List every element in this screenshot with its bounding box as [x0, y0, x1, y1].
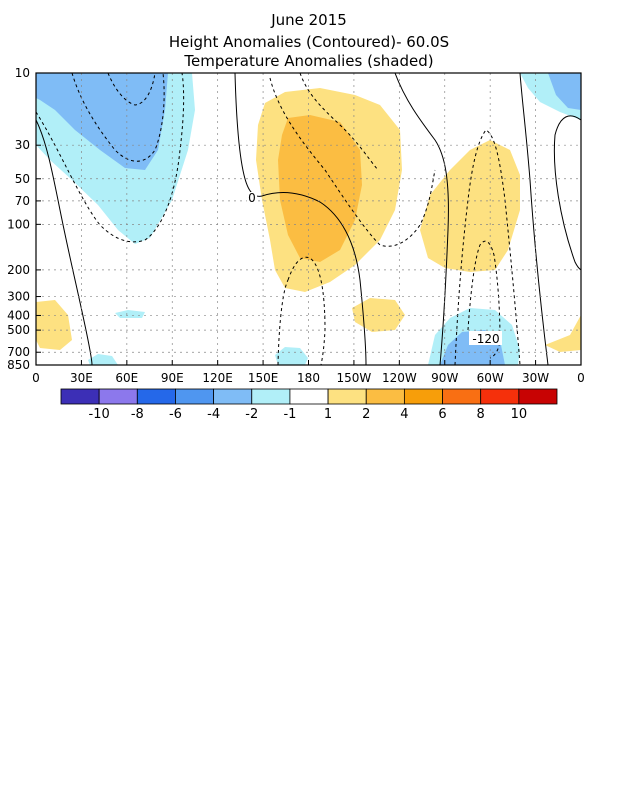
contour-neg-lower-left	[277, 279, 289, 365]
x-tick-label: 150E	[248, 371, 279, 385]
temp-region-cold-small-3	[88, 354, 118, 365]
temp-region-cold-small-2	[275, 347, 308, 365]
legend-swatch	[403, 388, 443, 405]
legend-swatch	[289, 388, 329, 405]
legend-label: 6	[438, 407, 446, 422]
y-tick-label: 850	[7, 358, 30, 372]
legend-label: -6	[169, 407, 182, 422]
legend-swatch	[518, 388, 558, 405]
chart-subtitle-temperature: Temperature Anomalies (shaded)	[183, 52, 433, 70]
x-tick-label: 60W	[477, 371, 504, 385]
contour-zero-central	[234, 73, 367, 365]
legend-swatch	[213, 388, 253, 405]
legend-label: -4	[207, 407, 220, 422]
x-tick-label: 90W	[431, 371, 458, 385]
contour-neg-center-left	[269, 77, 436, 247]
x-tick-label: 30W	[522, 371, 549, 385]
temp-region-warm-small-1	[352, 298, 405, 332]
legend-swatch	[327, 388, 367, 405]
legend-label: -8	[131, 407, 144, 422]
temp-region-cold-ne-minus4	[548, 73, 581, 110]
contour-label-zero: 0	[247, 191, 257, 205]
y-tick-label: 200	[7, 263, 30, 277]
legend-swatch	[365, 388, 405, 405]
plot-grid	[36, 73, 581, 365]
chart-subtitle-height: Height Anomalies (Contoured)- 60.0S	[169, 33, 449, 51]
y-tick-label: 30	[15, 138, 30, 152]
color-legend: -10 -8 -6 -4 -2 -1 1 2 4 6 8 10	[60, 388, 558, 422]
x-tick-label: 90E	[161, 371, 184, 385]
legend-swatch	[98, 388, 138, 405]
y-tick-label: 10	[15, 66, 30, 80]
x-tick-label: 150W	[337, 371, 372, 385]
x-tick-label: 0	[32, 371, 40, 385]
x-tick-label: 30E	[70, 371, 93, 385]
temp-region-warm-plus4	[278, 115, 362, 262]
contour-zero-east-loop	[394, 73, 449, 365]
temp-region-cold-minus4	[36, 73, 168, 170]
contour-neg-west-inner	[107, 73, 156, 106]
legend-label: 8	[477, 407, 485, 422]
y-tick-label: 500	[7, 323, 30, 337]
y-tick-label: 300	[7, 290, 30, 304]
temp-region-warm-east-plus2	[420, 140, 520, 272]
y-tick-label: 700	[7, 345, 30, 359]
x-tick-label: 180	[297, 371, 320, 385]
legend-label: 10	[511, 407, 528, 422]
legend-label: 4	[400, 407, 408, 422]
x-tick-label: 0	[577, 371, 585, 385]
y-tick-label: 100	[7, 217, 30, 231]
contour-neg-center-upper	[299, 73, 379, 171]
legend-swatch	[480, 388, 520, 405]
y-tick-label: 50	[15, 172, 30, 186]
contour-zero-east-right	[519, 73, 549, 365]
temp-region-warm-small-3	[545, 315, 581, 352]
contour-neg-west-outer	[36, 73, 185, 243]
legend-label: 1	[324, 407, 332, 422]
legend-swatch	[442, 388, 482, 405]
temp-region-cold-small-1	[115, 310, 145, 318]
contour-label-minus120-text: -120	[472, 332, 499, 346]
legend-label: -1	[283, 407, 296, 422]
legend-label: -10	[89, 407, 110, 422]
temp-region-warm-small-2	[36, 300, 72, 350]
chart-title: June 2015	[270, 11, 347, 29]
x-tick-label: 60E	[115, 371, 138, 385]
legend-label: -2	[245, 407, 258, 422]
y-tick-label: 400	[7, 308, 30, 322]
contour-zero-west	[36, 119, 93, 365]
x-tick-label: 120E	[202, 371, 233, 385]
legend-swatch	[60, 388, 100, 405]
legend-label: 2	[362, 407, 370, 422]
x-tick-label: 120W	[382, 371, 417, 385]
contour-neg-east-tall	[454, 129, 521, 365]
contour-label-zero-text: 0	[248, 191, 256, 205]
legend-swatch	[175, 388, 215, 405]
y-tick-label: 70	[15, 194, 30, 208]
legend-swatch	[136, 388, 176, 405]
x-axis: 0 30E 60E 90E 120E 150E 180 150W 120W 90W 60W 30W 0	[32, 360, 585, 385]
contour-neg-west-middle	[71, 73, 165, 162]
contour-neg-lower-center	[287, 256, 326, 365]
contour-zero-far-right	[553, 115, 581, 271]
contour-label-minus120: -120	[469, 331, 502, 346]
legend-swatch	[251, 388, 291, 405]
